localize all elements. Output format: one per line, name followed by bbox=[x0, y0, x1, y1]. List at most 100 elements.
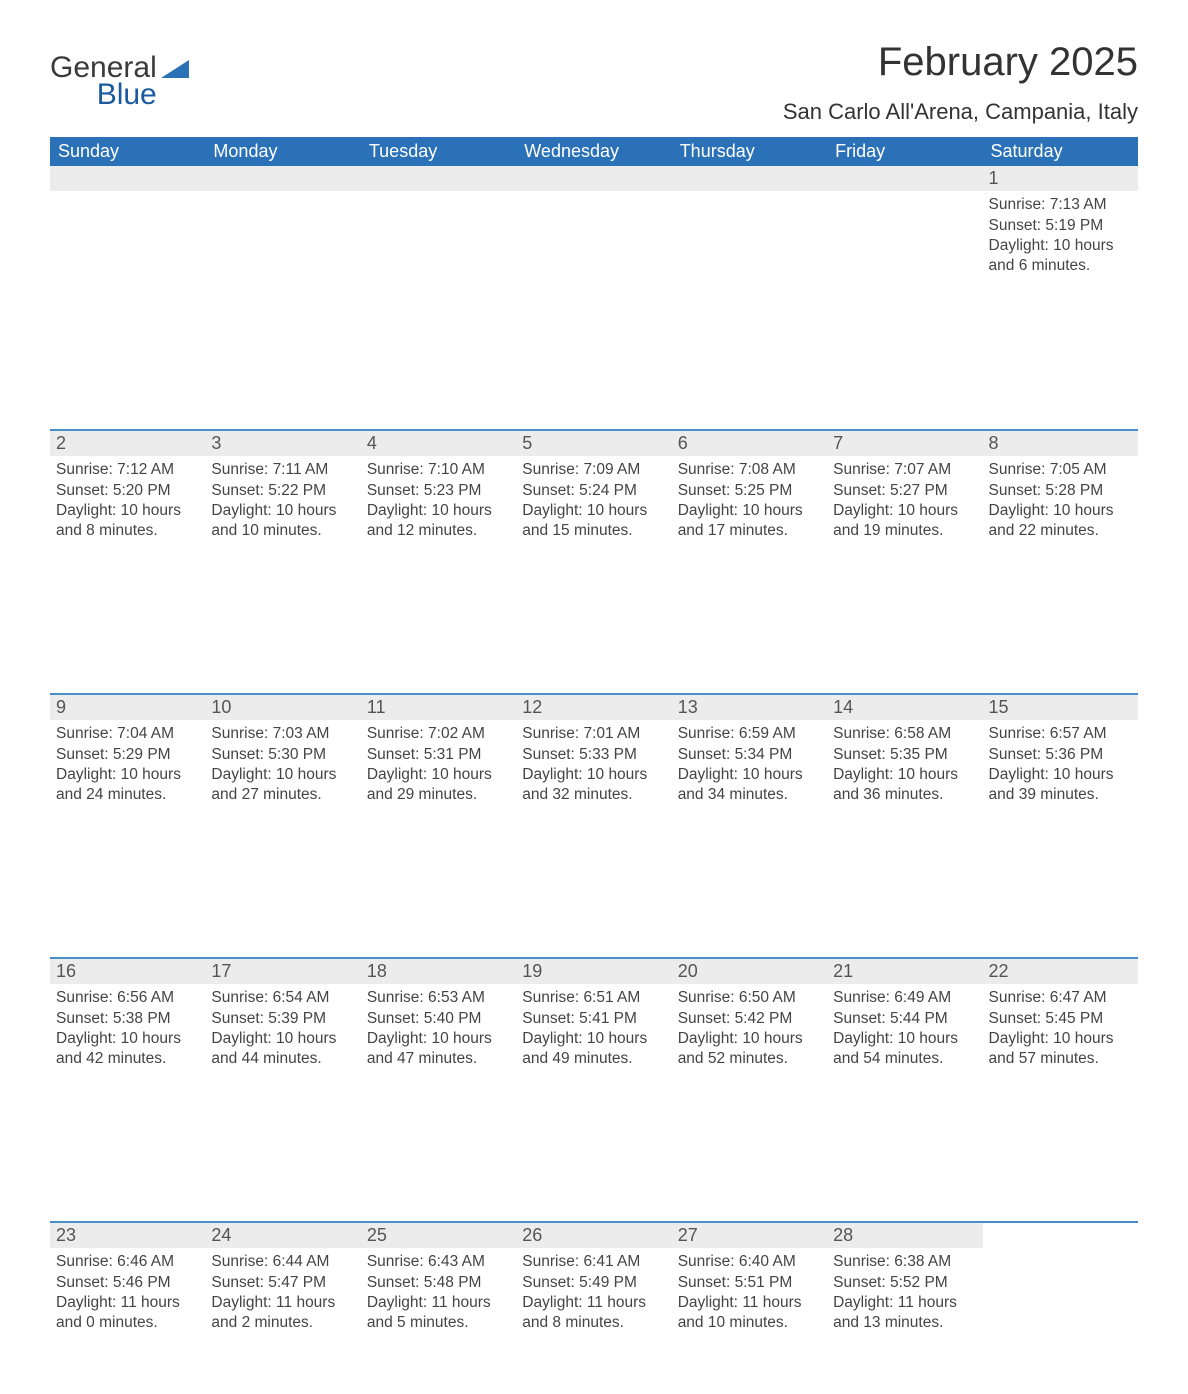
detail-line: Sunset: 5:30 PM bbox=[211, 745, 354, 765]
title-block: February 2025 San Carlo All'Arena, Campa… bbox=[783, 40, 1138, 125]
detail-line: Sunset: 5:51 PM bbox=[678, 1273, 821, 1293]
detail-label: Daylight: bbox=[522, 1030, 587, 1047]
detail-line: Daylight: 10 hours and 42 minutes. bbox=[56, 1029, 199, 1069]
detail-label: Sunset: bbox=[56, 1274, 113, 1291]
detail-value: 7:07 AM bbox=[894, 461, 951, 478]
detail-label: Daylight: bbox=[367, 1030, 432, 1047]
weekday-header: Sunday bbox=[50, 137, 205, 166]
detail-label: Sunrise: bbox=[367, 989, 428, 1006]
calendar-cell: 10Sunrise: 7:03 AMSunset: 5:30 PMDayligh… bbox=[205, 694, 360, 826]
detail-label: Daylight: bbox=[833, 1294, 898, 1311]
day-number: 21 bbox=[827, 959, 982, 984]
day-number-empty bbox=[827, 166, 982, 191]
detail-label: Sunset: bbox=[678, 482, 735, 499]
detail-label: Sunrise: bbox=[522, 725, 583, 742]
detail-value: 5:29 PM bbox=[113, 746, 171, 763]
detail-label: Sunset: bbox=[522, 1010, 579, 1027]
detail-label: Sunrise: bbox=[522, 1253, 583, 1270]
detail-value: 6:57 AM bbox=[1050, 725, 1107, 742]
detail-line: Sunrise: 6:54 AM bbox=[211, 988, 354, 1008]
detail-line: Daylight: 10 hours and 19 minutes. bbox=[833, 501, 976, 541]
detail-line: Daylight: 10 hours and 27 minutes. bbox=[211, 765, 354, 805]
detail-line: Sunrise: 7:01 AM bbox=[522, 724, 665, 744]
detail-label: Daylight: bbox=[678, 502, 743, 519]
detail-line: Sunrise: 7:10 AM bbox=[367, 460, 510, 480]
detail-label: Sunset: bbox=[678, 1274, 735, 1291]
detail-label: Sunrise: bbox=[367, 1253, 428, 1270]
day-details: Sunrise: 6:47 AMSunset: 5:45 PMDaylight:… bbox=[983, 984, 1138, 1077]
day-number: 5 bbox=[516, 431, 671, 456]
calendar-cell: 1Sunrise: 7:13 AMSunset: 5:19 PMDaylight… bbox=[983, 166, 1138, 298]
detail-value: 6:50 AM bbox=[739, 989, 796, 1006]
calendar-cell: 3Sunrise: 7:11 AMSunset: 5:22 PMDaylight… bbox=[205, 430, 360, 562]
detail-line: Sunset: 5:25 PM bbox=[678, 481, 821, 501]
detail-line: Daylight: 10 hours and 10 minutes. bbox=[211, 501, 354, 541]
day-number: 27 bbox=[672, 1223, 827, 1248]
detail-line: Daylight: 10 hours and 44 minutes. bbox=[211, 1029, 354, 1069]
calendar-cell: 17Sunrise: 6:54 AMSunset: 5:39 PMDayligh… bbox=[205, 958, 360, 1090]
detail-value: 5:46 PM bbox=[113, 1274, 171, 1291]
weekday-header: Monday bbox=[205, 137, 360, 166]
detail-label: Sunrise: bbox=[211, 725, 272, 742]
detail-label: Sunset: bbox=[211, 746, 268, 763]
detail-label: Sunrise: bbox=[56, 989, 117, 1006]
detail-line: Sunset: 5:40 PM bbox=[367, 1009, 510, 1029]
day-number: 20 bbox=[672, 959, 827, 984]
day-details: Sunrise: 7:07 AMSunset: 5:27 PMDaylight:… bbox=[827, 456, 982, 549]
day-details: Sunrise: 7:09 AMSunset: 5:24 PMDaylight:… bbox=[516, 456, 671, 549]
detail-value: 5:35 PM bbox=[890, 746, 948, 763]
detail-label: Sunrise: bbox=[833, 725, 894, 742]
calendar-cell: 19Sunrise: 6:51 AMSunset: 5:41 PMDayligh… bbox=[516, 958, 671, 1090]
detail-line: Sunrise: 6:47 AM bbox=[989, 988, 1132, 1008]
detail-label: Daylight: bbox=[367, 502, 432, 519]
day-number: 8 bbox=[983, 431, 1138, 456]
detail-value: 7:01 AM bbox=[583, 725, 640, 742]
detail-line: Sunrise: 6:59 AM bbox=[678, 724, 821, 744]
detail-value: 5:33 PM bbox=[579, 746, 637, 763]
detail-value: 5:36 PM bbox=[1045, 746, 1103, 763]
calendar-cell bbox=[50, 166, 205, 298]
calendar-table: SundayMondayTuesdayWednesdayThursdayFrid… bbox=[50, 137, 1138, 1354]
week-separator bbox=[50, 298, 1138, 430]
calendar-cell: 8Sunrise: 7:05 AMSunset: 5:28 PMDaylight… bbox=[983, 430, 1138, 562]
detail-line: Daylight: 10 hours and 39 minutes. bbox=[989, 765, 1132, 805]
detail-label: Daylight: bbox=[56, 1030, 121, 1047]
detail-label: Sunset: bbox=[989, 217, 1046, 234]
detail-line: Sunrise: 6:53 AM bbox=[367, 988, 510, 1008]
calendar-cell: 4Sunrise: 7:10 AMSunset: 5:23 PMDaylight… bbox=[361, 430, 516, 562]
detail-label: Daylight: bbox=[211, 1294, 276, 1311]
detail-value: 7:09 AM bbox=[583, 461, 640, 478]
detail-line: Sunrise: 6:57 AM bbox=[989, 724, 1132, 744]
detail-value: 5:27 PM bbox=[890, 482, 948, 499]
day-number-empty bbox=[516, 166, 671, 191]
calendar-cell bbox=[361, 166, 516, 298]
detail-label: Sunset: bbox=[367, 1274, 424, 1291]
detail-label: Sunrise: bbox=[989, 461, 1050, 478]
detail-value: 5:28 PM bbox=[1045, 482, 1103, 499]
calendar-cell: 12Sunrise: 7:01 AMSunset: 5:33 PMDayligh… bbox=[516, 694, 671, 826]
detail-line: Sunset: 5:29 PM bbox=[56, 745, 199, 765]
detail-label: Sunrise: bbox=[989, 725, 1050, 742]
day-number: 6 bbox=[672, 431, 827, 456]
detail-line: Sunset: 5:23 PM bbox=[367, 481, 510, 501]
calendar-cell: 24Sunrise: 6:44 AMSunset: 5:47 PMDayligh… bbox=[205, 1222, 360, 1354]
detail-line: Sunrise: 6:40 AM bbox=[678, 1252, 821, 1272]
day-details: Sunrise: 6:46 AMSunset: 5:46 PMDaylight:… bbox=[50, 1248, 205, 1341]
calendar-header-row: SundayMondayTuesdayWednesdayThursdayFrid… bbox=[50, 137, 1138, 166]
detail-line: Sunrise: 6:50 AM bbox=[678, 988, 821, 1008]
detail-label: Daylight: bbox=[989, 1030, 1054, 1047]
detail-label: Daylight: bbox=[678, 766, 743, 783]
day-details: Sunrise: 6:49 AMSunset: 5:44 PMDaylight:… bbox=[827, 984, 982, 1077]
day-number: 26 bbox=[516, 1223, 671, 1248]
week-separator bbox=[50, 826, 1138, 958]
detail-label: Sunset: bbox=[522, 482, 579, 499]
detail-value: 7:04 AM bbox=[117, 725, 174, 742]
detail-line: Daylight: 10 hours and 32 minutes. bbox=[522, 765, 665, 805]
day-number: 22 bbox=[983, 959, 1138, 984]
detail-value: 5:52 PM bbox=[890, 1274, 948, 1291]
detail-label: Sunrise: bbox=[833, 1253, 894, 1270]
calendar-cell: 7Sunrise: 7:07 AMSunset: 5:27 PMDaylight… bbox=[827, 430, 982, 562]
weekday-header: Friday bbox=[827, 137, 982, 166]
detail-line: Sunrise: 7:09 AM bbox=[522, 460, 665, 480]
detail-line: Sunset: 5:35 PM bbox=[833, 745, 976, 765]
